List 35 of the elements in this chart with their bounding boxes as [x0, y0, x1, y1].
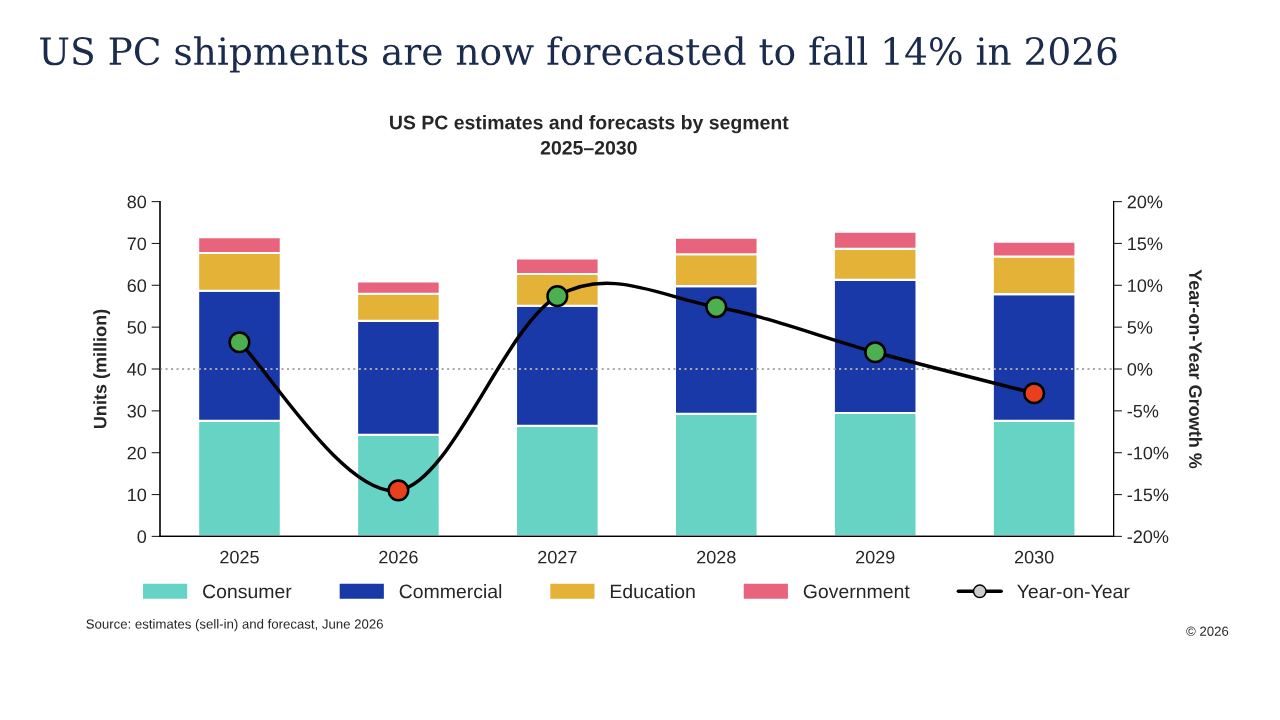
legend-label: Education — [610, 584, 695, 599]
y-tick-label: 80 — [127, 195, 147, 209]
chart-title: US PC shipments are now forecasted to fall 14% in 2026 — [40, 36, 1117, 73]
y-tick-label: 30 — [127, 404, 147, 418]
legend-label: Year-on-Year — [1017, 584, 1130, 599]
y2-tick-label: 0% — [1127, 362, 1153, 376]
y2-tick-label: -5% — [1127, 404, 1159, 418]
y2-tick-label: -10% — [1127, 446, 1169, 460]
y2-tick-label: 5% — [1127, 321, 1153, 334]
y2-tick-label: -20% — [1127, 530, 1169, 544]
x-tick-label: 2025 — [220, 550, 259, 564]
y2-tick-label: 15% — [1128, 237, 1163, 251]
y2-tick-label: 10% — [1128, 279, 1163, 293]
y-tick-label: 70 — [127, 237, 147, 251]
x-tick-label: 2029 — [856, 550, 895, 564]
y-tick-label: 40 — [127, 362, 147, 376]
y-tick-label: 60 — [127, 279, 147, 293]
source-note: Source: estimates (sell-in) and forecast, June 2026 — [86, 619, 383, 632]
x-tick-label: 2030 — [1014, 550, 1054, 564]
y-tick-label: 50 — [127, 321, 147, 334]
x-tick-label: 2027 — [538, 550, 577, 564]
legend-label: Consumer — [203, 584, 292, 599]
y2-axis-title: Year-on-Year Growth % — [1189, 269, 1203, 469]
text: © 2026 — [1186, 626, 1229, 636]
x-tick-label: 2028 — [697, 550, 736, 564]
x-tick-label: 2026 — [379, 550, 418, 564]
chart-subtitle: US PC estimates and forecasts by segment 2025–2030 — [390, 115, 789, 155]
y-axis-title: Units (million) — [93, 309, 111, 429]
y-tick-label: 20 — [127, 446, 147, 460]
legend-label: Government — [803, 584, 910, 599]
y2-tick-label: -15% — [1127, 488, 1169, 502]
y2-tick-label: 20% — [1127, 195, 1163, 209]
legend-label: Commercial — [399, 584, 502, 599]
y-tick-label: 0 — [137, 530, 147, 544]
y-tick-label: 10 — [128, 488, 147, 502]
